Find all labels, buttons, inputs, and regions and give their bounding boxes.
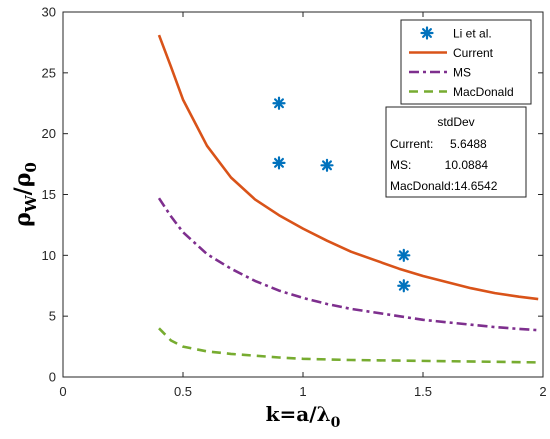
data-point-li-et-al (397, 279, 411, 293)
y-axis-label-part: / (10, 186, 36, 195)
stats-row: Current: 5.6488 (390, 137, 487, 151)
y-tick-label: 20 (42, 126, 56, 141)
series-line-ms (157, 197, 539, 332)
data-point-li-et-al (320, 158, 334, 172)
legend-label-current: Current (453, 46, 494, 60)
series-layer (157, 34, 539, 364)
y-axis-label-part: ρ (10, 173, 36, 188)
x-tick-label: 1.5 (414, 384, 432, 399)
legend-label-li-et-al: Li et al. (453, 27, 492, 41)
y-axis-label-part: 0 (22, 162, 40, 172)
y-axis-label: ρW/ρ0 (10, 162, 40, 227)
legend-marker-li-et-al-stroke (422, 28, 432, 38)
y-tick-label: 15 (42, 187, 56, 202)
x-axis-label-part: a (296, 402, 309, 426)
x-axis-label-part: / (309, 402, 317, 426)
data-point-li-et-al (272, 156, 286, 170)
legend-label-macdonald: MacDonald (453, 85, 514, 99)
y-tick-label: 30 (42, 5, 56, 20)
x-tick-label: 2 (539, 384, 546, 399)
x-axis-label-part: k (266, 402, 281, 426)
x-axis-label-part: = (280, 402, 297, 426)
stats-row: MS: 10.0884 (390, 158, 488, 172)
series-line-macdonald (158, 327, 539, 364)
plot-border (62, 11, 544, 378)
y-tick-label: 10 (42, 248, 56, 263)
y-axis-label-part: W (22, 194, 40, 213)
data-point-li-et-al-stroke (398, 280, 409, 291)
legend: Li et al. Current MS MacDonald (400, 19, 532, 105)
y-tick-label: 5 (49, 309, 56, 324)
x-tick-label: 1 (299, 384, 306, 399)
x-axis-label: k=a/λ0 (266, 402, 341, 431)
data-point-li-et-al-stroke (274, 98, 284, 109)
y-tick-label: 25 (42, 65, 56, 80)
series-line-current (157, 34, 539, 301)
legend-marker-li-et-al (420, 26, 434, 40)
x-axis-label-part: 0 (331, 415, 341, 431)
data-point-li-et-al-stroke (274, 157, 284, 168)
data-point-li-et-al-stroke (398, 250, 409, 261)
data-point-li-et-al (272, 96, 286, 110)
data-point-li-et-al (397, 248, 411, 262)
stats-box-border (385, 106, 527, 198)
x-tick-label: 0.5 (174, 384, 192, 399)
stats-title: stdDev (437, 115, 474, 129)
y-axis-label-part: ρ (10, 212, 36, 227)
y-tick-label: 0 (49, 370, 56, 385)
stats-row: MacDonald:14.6542 (390, 179, 498, 193)
stats-box: stdDev Current: 5.6488 MS: 10.0884 MacDonal… (385, 106, 527, 198)
legend-label-ms: MS (453, 66, 471, 80)
x-tick-label: 0 (59, 384, 66, 399)
x-axis-label-part: λ (317, 402, 331, 426)
data-point-li-et-al-stroke (322, 160, 332, 171)
